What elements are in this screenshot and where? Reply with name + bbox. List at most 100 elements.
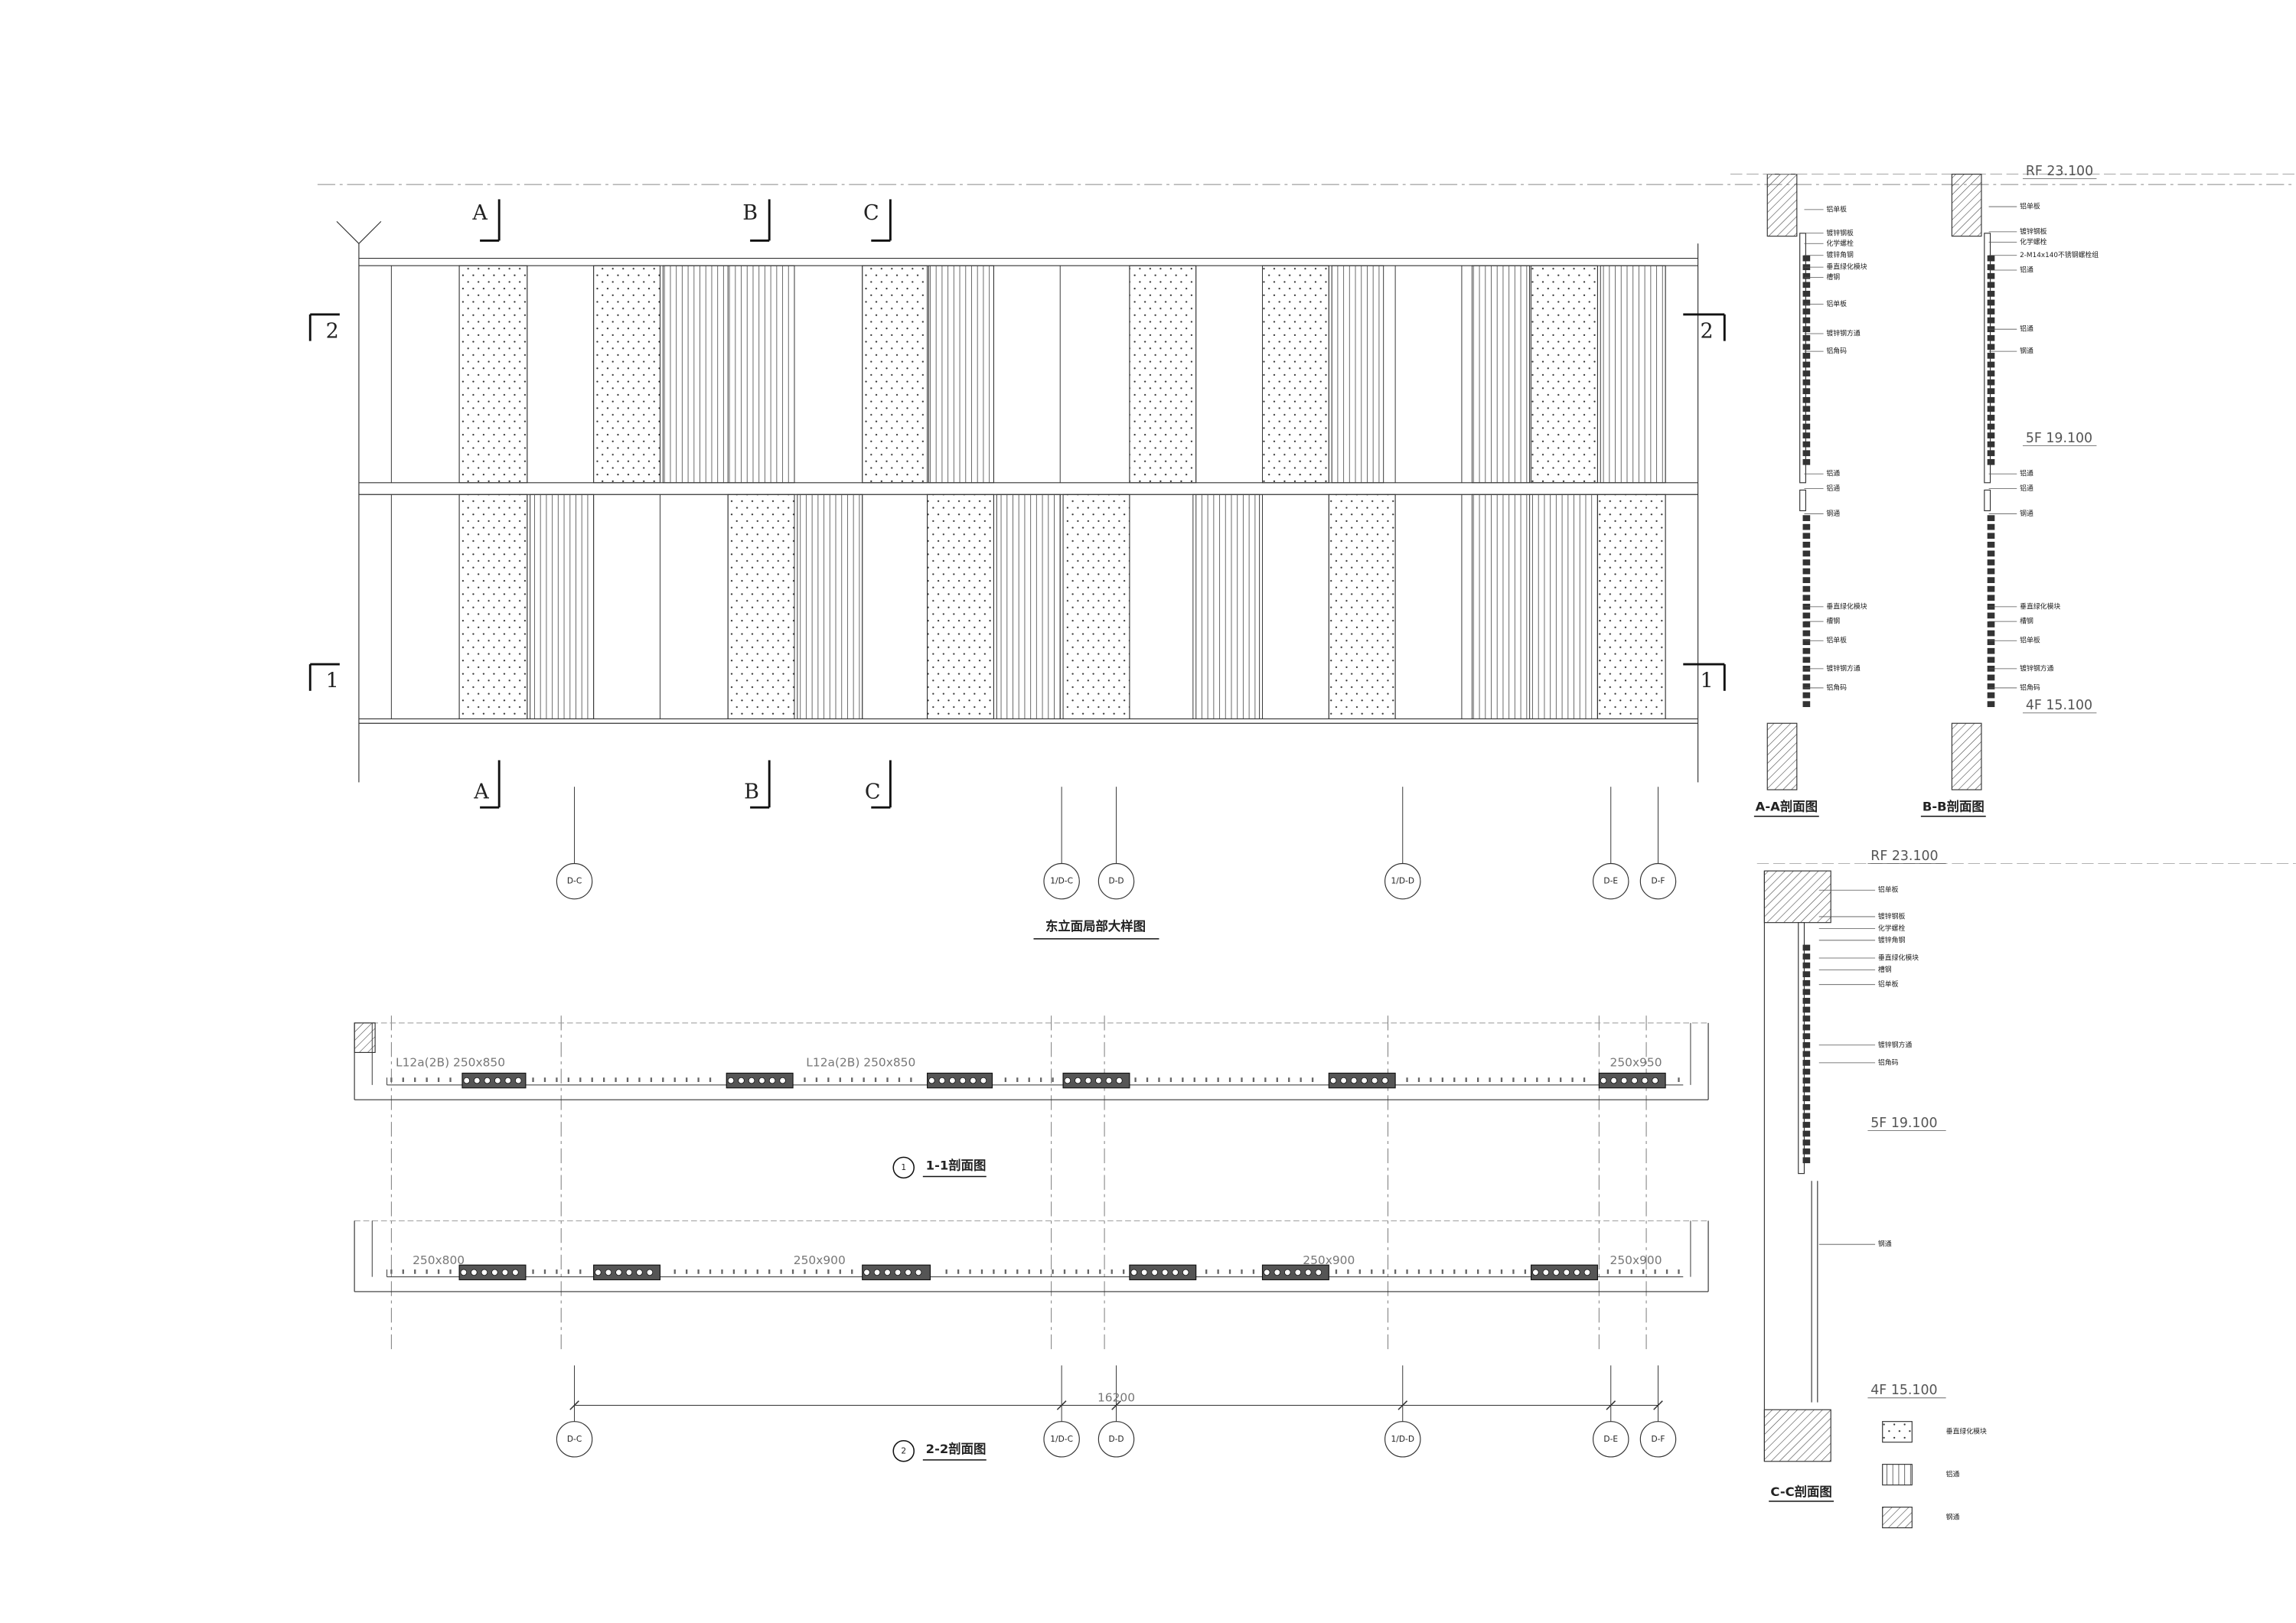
module-pot bbox=[646, 1269, 654, 1276]
green-module bbox=[1987, 639, 1995, 645]
module-pot bbox=[1274, 1269, 1281, 1276]
green-module bbox=[1987, 388, 1995, 395]
module-pot bbox=[605, 1269, 612, 1276]
green-module bbox=[1802, 1015, 1811, 1022]
green-module bbox=[1987, 255, 1995, 262]
green-module bbox=[1802, 423, 1811, 430]
module-pot bbox=[1064, 1077, 1071, 1084]
green-module bbox=[1802, 1122, 1811, 1128]
axis-bubble bbox=[1384, 862, 1421, 900]
green-module bbox=[1802, 577, 1811, 583]
green-module bbox=[1987, 441, 1995, 448]
axis-bubble bbox=[556, 1421, 593, 1458]
green-module bbox=[1802, 568, 1811, 575]
slab bbox=[1766, 174, 1798, 237]
section-mark: B bbox=[744, 780, 759, 803]
green-module bbox=[1802, 1051, 1811, 1058]
axis-bubble bbox=[1384, 1421, 1421, 1458]
green-module bbox=[1802, 272, 1811, 279]
aluminium-tube-panel bbox=[1600, 265, 1666, 484]
module-pot bbox=[501, 1269, 509, 1276]
module-pot bbox=[512, 1269, 519, 1276]
green-module bbox=[1987, 272, 1995, 279]
legend-label: 垂直绿化模块 bbox=[1946, 1427, 1987, 1436]
callout: 铝角码 bbox=[2020, 683, 2040, 692]
axis-label: D-F bbox=[1651, 877, 1665, 886]
legend-label: 铝通 bbox=[1946, 1470, 1960, 1479]
callout: 铝角码 bbox=[1878, 1058, 1899, 1067]
green-module bbox=[1987, 577, 1995, 583]
green-module bbox=[1987, 585, 1995, 592]
callout: 铝单板 bbox=[2020, 636, 2040, 645]
green-module bbox=[1802, 1086, 1811, 1093]
line bbox=[358, 220, 382, 244]
green-module bbox=[1802, 415, 1811, 421]
module-pot bbox=[515, 1077, 522, 1084]
green-module bbox=[1802, 559, 1811, 565]
green-module bbox=[1987, 317, 1995, 324]
module-pot bbox=[1620, 1077, 1628, 1084]
axis-bubble bbox=[1593, 1421, 1629, 1458]
module-pot bbox=[1371, 1077, 1378, 1084]
green-module bbox=[1802, 379, 1811, 386]
green-module bbox=[1802, 1077, 1811, 1084]
green-module bbox=[1802, 657, 1811, 663]
green-module bbox=[1802, 299, 1811, 306]
axis-label: 1/D-D bbox=[1391, 1435, 1414, 1444]
aluminium-tube-panel bbox=[1192, 494, 1261, 719]
module-pot bbox=[615, 1269, 622, 1276]
section-mark: C bbox=[863, 201, 879, 225]
callout: 铝单板 bbox=[1826, 636, 1847, 645]
module-pot bbox=[1610, 1077, 1617, 1084]
module-pot bbox=[1075, 1077, 1081, 1084]
green-module bbox=[1987, 299, 1995, 306]
green-module bbox=[1802, 1033, 1811, 1040]
green-module-panel bbox=[1596, 494, 1666, 719]
module-pot bbox=[636, 1269, 643, 1276]
section-mark: B bbox=[742, 201, 758, 225]
green-module bbox=[1987, 406, 1995, 412]
green-module bbox=[1802, 344, 1811, 350]
module-pot bbox=[1305, 1269, 1312, 1276]
axis-label: D-C bbox=[567, 877, 582, 886]
green-module bbox=[1802, 585, 1811, 592]
column bbox=[354, 1022, 376, 1053]
view-title: 东立面局部大样图 bbox=[1045, 919, 1146, 934]
callout: 铝通 bbox=[2020, 266, 2033, 275]
dimension: L12a(2B) 250x850 bbox=[396, 1055, 505, 1069]
green-module bbox=[1987, 334, 1995, 341]
green-module bbox=[461, 1072, 527, 1089]
module-pot bbox=[894, 1269, 902, 1276]
callout: 镀锌角钢 bbox=[1878, 935, 1906, 944]
view-title: B-B剖面图 bbox=[1923, 800, 1985, 814]
module-pot bbox=[1553, 1269, 1560, 1276]
green-module bbox=[1802, 291, 1811, 297]
module-pot bbox=[460, 1269, 468, 1276]
green-module bbox=[1987, 361, 1995, 368]
section-mark: A bbox=[473, 780, 489, 803]
aluminium-tube-panel bbox=[662, 265, 795, 484]
callout: 镀锌钢板 bbox=[2020, 227, 2047, 236]
section-number-circle bbox=[892, 1156, 915, 1179]
module-pot bbox=[970, 1077, 977, 1084]
green-module bbox=[1802, 998, 1811, 1004]
green-module bbox=[1802, 326, 1811, 333]
green-module bbox=[1987, 559, 1995, 565]
green-module bbox=[1802, 989, 1811, 996]
line bbox=[336, 220, 360, 244]
green-module bbox=[1802, 1060, 1811, 1066]
green-module bbox=[1802, 953, 1811, 960]
callout: 槽钢 bbox=[1826, 272, 1840, 282]
module-pot bbox=[938, 1077, 946, 1084]
module-pot bbox=[473, 1077, 481, 1084]
callout: 钢通 bbox=[2020, 347, 2033, 356]
green-module bbox=[1802, 1130, 1811, 1137]
callout: 铝单板 bbox=[2020, 202, 2040, 211]
green-module bbox=[1802, 944, 1811, 951]
green-module bbox=[1987, 370, 1995, 376]
green-module bbox=[1802, 1157, 1811, 1164]
green-module-panel bbox=[458, 494, 528, 719]
callout: 化学螺栓 bbox=[1826, 239, 1854, 248]
green-module bbox=[1987, 595, 1995, 601]
green-module bbox=[1987, 423, 1995, 430]
